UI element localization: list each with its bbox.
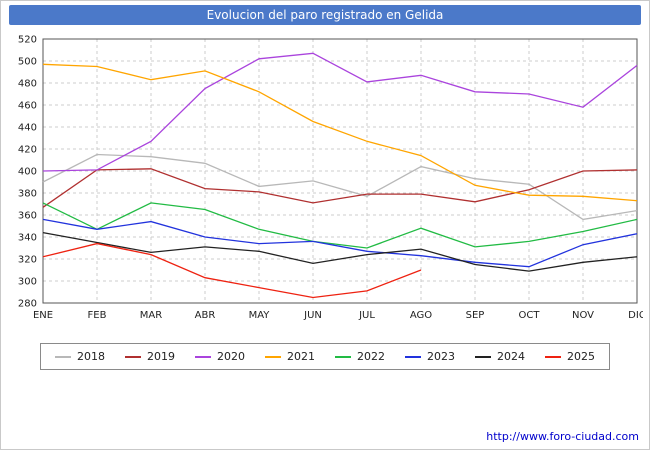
series-line-2018	[42, 153, 638, 221]
series-line-2020	[42, 52, 638, 172]
legend-item-2024: 2024	[475, 350, 525, 363]
legend-label: 2024	[497, 350, 525, 363]
series-line-2023	[42, 218, 638, 268]
y-tick-label: 460	[18, 101, 37, 112]
y-tick-label: 320	[18, 255, 37, 266]
footer: http://www.foro-ciudad.com	[9, 430, 641, 443]
legend-item-2019: 2019	[125, 350, 175, 363]
legend-swatch-2022	[335, 355, 351, 358]
legend-label: 2022	[357, 350, 385, 363]
legend-swatch-2024	[475, 355, 491, 358]
legend-label: 2023	[427, 350, 455, 363]
x-tick-label: DIC	[628, 310, 643, 321]
y-tick-label: 280	[18, 299, 37, 310]
legend-label: 2021	[287, 350, 315, 363]
legend-item-2018: 2018	[55, 350, 105, 363]
series-line-2025	[42, 242, 422, 299]
legend-label: 2019	[147, 350, 175, 363]
y-tick-label: 500	[18, 57, 37, 68]
series-line-2024	[42, 231, 638, 272]
y-tick-label: 420	[18, 145, 37, 156]
x-tick-label: MAY	[249, 310, 271, 321]
series-line-2021	[42, 63, 638, 202]
y-tick-label: 360	[18, 211, 37, 222]
x-tick-label: FEB	[88, 310, 107, 321]
chart-legend: 2018 2019 2020 2021 2022 2023 2024 2025	[40, 343, 610, 370]
legend-item-2022: 2022	[335, 350, 385, 363]
legend-swatch-2019	[125, 355, 141, 358]
legend-label: 2025	[567, 350, 595, 363]
x-tick-label: AGO	[410, 310, 432, 321]
line-chart: 280 300 320 340 360 380 400 420 440 460 480 500 520 E…	[18, 35, 646, 322]
x-tick-label: ENE	[33, 310, 53, 321]
y-tick-label: 480	[18, 79, 37, 90]
y-tick-label: 340	[18, 233, 37, 244]
chart-plot-area: 280 300 320 340 360 380 400 420 440 460 480 500 520 E…	[9, 31, 646, 339]
y-tick-label: 520	[18, 35, 37, 46]
legend-swatch-2023	[405, 355, 421, 358]
legend-item-2021: 2021	[265, 350, 315, 363]
footer-link[interactable]: http://www.foro-ciudad.com	[486, 430, 639, 443]
legend-item-2020: 2020	[195, 350, 245, 363]
x-tick-label: NOV	[572, 310, 594, 321]
legend-swatch-2020	[195, 355, 211, 358]
y-tick-label: 400	[18, 167, 37, 178]
series-line-2019	[42, 168, 638, 208]
y-tick-label: 380	[18, 189, 37, 200]
legend-item-2023: 2023	[405, 350, 455, 363]
y-tick-label: 440	[18, 123, 37, 134]
legend-swatch-2021	[265, 355, 281, 358]
chart-title: Evolucion del paro registrado en Gelida	[9, 5, 641, 25]
legend-label: 2018	[77, 350, 105, 363]
legend-swatch-2025	[545, 355, 561, 358]
y-tick-label: 300	[18, 277, 37, 288]
legend-swatch-2018	[55, 355, 71, 358]
series-line-2022	[42, 202, 638, 249]
legend-label: 2020	[217, 350, 245, 363]
x-tick-label: JUN	[303, 310, 322, 321]
legend-item-2025: 2025	[545, 350, 595, 363]
x-tick-label: MAR	[140, 310, 162, 321]
x-tick-label: SEP	[466, 310, 485, 321]
x-tick-label: OCT	[519, 310, 541, 321]
x-tick-label: ABR	[195, 310, 216, 321]
x-tick-label: JUL	[358, 310, 375, 321]
